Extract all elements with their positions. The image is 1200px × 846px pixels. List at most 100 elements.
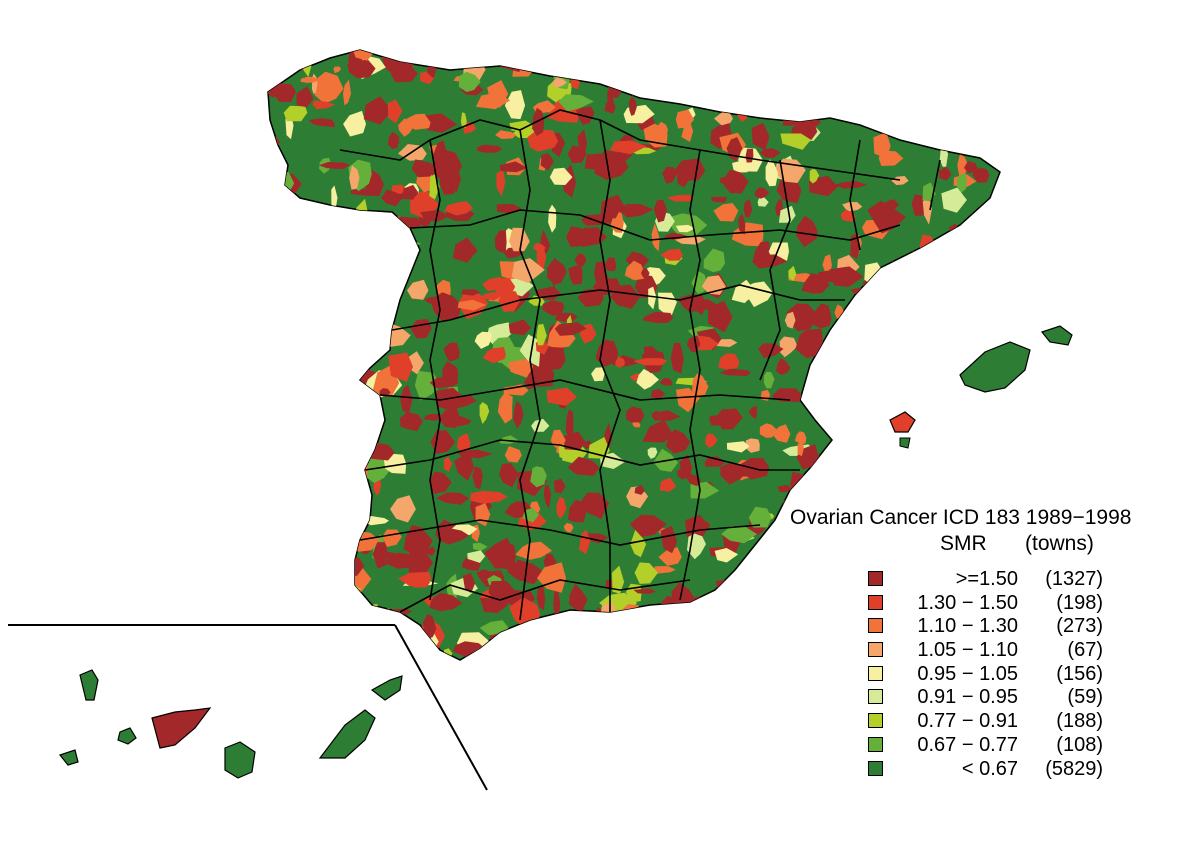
- municipality-patch: [456, 449, 494, 459]
- municipality-patch: [312, 100, 336, 110]
- municipality-patch: [500, 50, 524, 68]
- municipality-patch: [965, 333, 983, 344]
- municipality-patch: [675, 387, 700, 413]
- province-borders: [339, 109, 941, 621]
- municipality-patch: [300, 76, 320, 83]
- municipality-patch: [877, 406, 895, 419]
- municipality-patch: [758, 343, 784, 359]
- municipality-patch: [494, 230, 507, 254]
- municipality-patch: [290, 230, 300, 248]
- municipality-patch: [268, 204, 301, 225]
- municipality-patch: [320, 392, 336, 405]
- municipality-patch: [668, 619, 701, 632]
- municipality-patch: [838, 456, 863, 463]
- municipality-patch: [333, 66, 341, 74]
- municipality-patch: [751, 254, 788, 269]
- municipality-patch: [790, 471, 819, 497]
- legend-count: (5829): [1045, 757, 1103, 780]
- municipality-patch: [812, 303, 832, 329]
- municipality-patch: [941, 187, 967, 213]
- municipality-patch: [304, 312, 332, 335]
- municipality-patch: [732, 621, 756, 646]
- municipality-patch: [906, 452, 920, 472]
- municipality-patch: [317, 491, 330, 506]
- municipality-patch: [659, 630, 683, 656]
- municipality-patch: [963, 273, 995, 303]
- municipality-patch: [577, 288, 604, 307]
- municipality-patch: [574, 253, 587, 267]
- municipality-patch: [745, 438, 760, 453]
- municipality-patch: [969, 469, 997, 494]
- municipality-patch: [504, 446, 522, 463]
- municipality-patch: [913, 69, 925, 87]
- municipality-patch: [691, 270, 708, 295]
- municipality-patch: [864, 400, 887, 431]
- municipality-patch: [509, 227, 530, 252]
- municipality-patch: [405, 113, 431, 130]
- municipality-patch: [558, 444, 566, 459]
- municipality-patch: [293, 404, 305, 418]
- municipality-patch: [298, 478, 313, 486]
- municipality-patch: [467, 550, 486, 563]
- municipality-patch: [737, 580, 745, 611]
- municipality-patch: [720, 463, 748, 485]
- municipality-patch: [650, 388, 666, 400]
- municipality-patch: [310, 521, 332, 535]
- legend-smr-label: SMR: [940, 532, 987, 555]
- municipality-patch: [389, 645, 403, 660]
- municipality-patch: [959, 280, 971, 297]
- municipality-patch: [285, 633, 302, 645]
- municipality-patch: [881, 317, 895, 353]
- municipality-patch: [754, 187, 770, 199]
- municipality-patch: [461, 289, 481, 296]
- municipality-patch: [553, 478, 566, 494]
- municipality-patch: [376, 211, 386, 223]
- municipality-patch: [443, 342, 460, 362]
- municipality-patch: [932, 435, 964, 452]
- municipality-patch: [457, 299, 487, 311]
- legend-towns-label: (towns): [1025, 532, 1094, 555]
- municipality-patch: [653, 645, 669, 660]
- municipality-patch: [972, 167, 990, 183]
- map-legend: Ovarian Cancer ICD 183 1989−1998 SMR (to…: [790, 505, 1190, 780]
- municipality-patch: [318, 311, 326, 328]
- municipality-patch: [579, 492, 610, 519]
- municipality-patch: [411, 159, 438, 178]
- municipality-patch: [989, 100, 1000, 118]
- municipality-patch: [507, 633, 535, 641]
- municipality-patch: [950, 427, 971, 439]
- municipality-patch: [748, 102, 787, 117]
- legend-count: (1327): [1045, 568, 1103, 590]
- municipality-patch: [274, 405, 296, 434]
- municipality-patch: [609, 140, 647, 155]
- municipality-patch: [919, 471, 942, 499]
- municipality-patch: [604, 257, 617, 272]
- municipality-patch: [658, 547, 682, 566]
- municipality-patch: [324, 555, 346, 577]
- municipality-patch: [568, 499, 587, 523]
- municipality-patch: [550, 256, 558, 288]
- municipality-patch: [690, 62, 709, 85]
- municipality-patch: [299, 445, 319, 459]
- municipality-patch: [330, 635, 343, 652]
- inset-border-diagonal: [394, 624, 488, 791]
- municipality-patch: [277, 422, 299, 446]
- municipality-patch: [480, 291, 502, 301]
- municipality-patch: [305, 272, 322, 304]
- legend-title: Ovarian Cancer ICD 183 1989−1998: [790, 506, 1132, 529]
- municipality-patch: [337, 453, 362, 463]
- legend-count: (198): [1056, 591, 1103, 614]
- municipality-patch: [994, 469, 1000, 479]
- municipality-patch: [331, 259, 345, 277]
- municipality-patch: [543, 485, 552, 509]
- municipality-patch: [511, 364, 521, 375]
- municipality-patch: [634, 485, 646, 495]
- municipality-patch: [978, 62, 995, 74]
- municipality-patch: [429, 377, 459, 389]
- legend-subtitle: SMR (towns): [790, 531, 1190, 557]
- municipality-patch: [973, 268, 1000, 285]
- municipality-patch: [653, 78, 684, 97]
- municipality-patch: [922, 195, 932, 225]
- municipality-patch: [628, 96, 637, 116]
- municipality-patch: [963, 227, 989, 241]
